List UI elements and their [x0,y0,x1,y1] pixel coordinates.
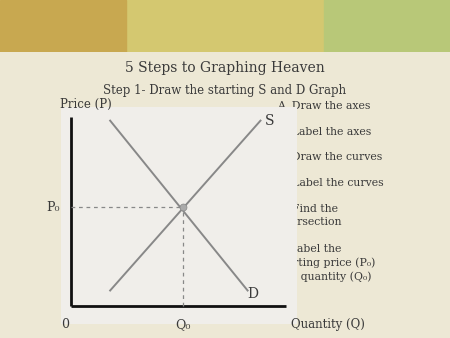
Text: F. Label the
starting price (P₀)
and quantity (Q₀): F. Label the starting price (P₀) and qua… [277,244,375,282]
Text: C. Draw the curves: C. Draw the curves [277,152,382,162]
Text: D. Label the curves: D. Label the curves [277,178,383,188]
Bar [324,0,450,52]
Text: Price (P): Price (P) [60,98,112,111]
Text: A. Draw the axes: A. Draw the axes [277,101,370,111]
Text: Step 1- Draw the starting S and D Graph: Step 1- Draw the starting S and D Graph [104,84,346,97]
Text: 0: 0 [61,318,69,331]
Text: 5 Steps to Graphing Heaven: 5 Steps to Graphing Heaven [125,61,325,75]
Bar [126,0,324,52]
Text: D: D [248,287,259,301]
Text: Q₀: Q₀ [176,318,191,331]
Text: P₀: P₀ [46,201,60,214]
Text: B. Label the axes: B. Label the axes [277,127,371,137]
Text: Quantity (Q): Quantity (Q) [291,318,364,331]
Text: S: S [265,114,274,128]
Text: E. Find the
intersection: E. Find the intersection [277,204,342,227]
Bar [0,0,126,52]
